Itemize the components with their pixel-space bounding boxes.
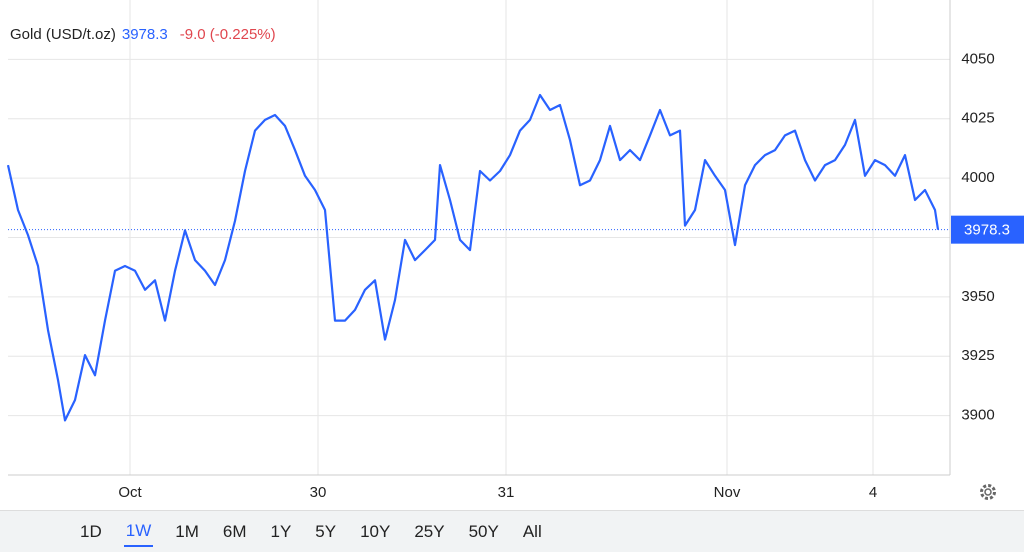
y-tick-label: 4000 — [961, 169, 994, 186]
settings-icon[interactable] — [980, 484, 996, 500]
y-tick-label: 3925 — [961, 347, 994, 364]
range-button[interactable]: 25Y — [414, 521, 445, 541]
range-button[interactable]: 5Y — [315, 521, 337, 541]
y-tick-label: 3900 — [961, 407, 994, 424]
price-line — [6, 93, 940, 422]
chart-title: Gold (USD/t.oz) — [10, 26, 116, 43]
price-badge-label: 3978.3 — [964, 222, 1010, 239]
x-tick-label: 31 — [498, 484, 515, 501]
range-button[interactable]: 1W — [123, 517, 154, 547]
range-button[interactable]: 1M — [175, 521, 199, 541]
range-button[interactable]: 1D — [80, 521, 102, 541]
x-tick-label: Nov — [714, 484, 741, 501]
range-button[interactable]: All — [522, 521, 542, 541]
range-bar: 1D 1W 1M 6M 1Y 5Y 10Y 25Y 50Y All — [0, 510, 1024, 552]
range-button[interactable]: 10Y — [360, 521, 391, 541]
x-tick-label: Oct — [118, 484, 142, 501]
price: 3978.3 — [122, 26, 168, 43]
range-button[interactable]: 50Y — [468, 521, 499, 541]
x-tick-label: 4 — [869, 484, 877, 501]
x-tick-label: 30 — [310, 484, 327, 501]
range-button[interactable]: 1Y — [270, 521, 292, 541]
y-tick-label: 4050 — [961, 50, 994, 67]
y-tick-label: 4025 — [961, 110, 994, 127]
price-badge — [951, 215, 1024, 244]
change: -9.0 (-0.225%) — [180, 26, 276, 43]
chart: Gold (USD/t.oz) 3978.3 -9.0 (-0.225%) 39… — [6, 0, 1024, 501]
range-button[interactable]: 6M — [222, 521, 247, 541]
y-tick-label: 3950 — [961, 288, 994, 305]
